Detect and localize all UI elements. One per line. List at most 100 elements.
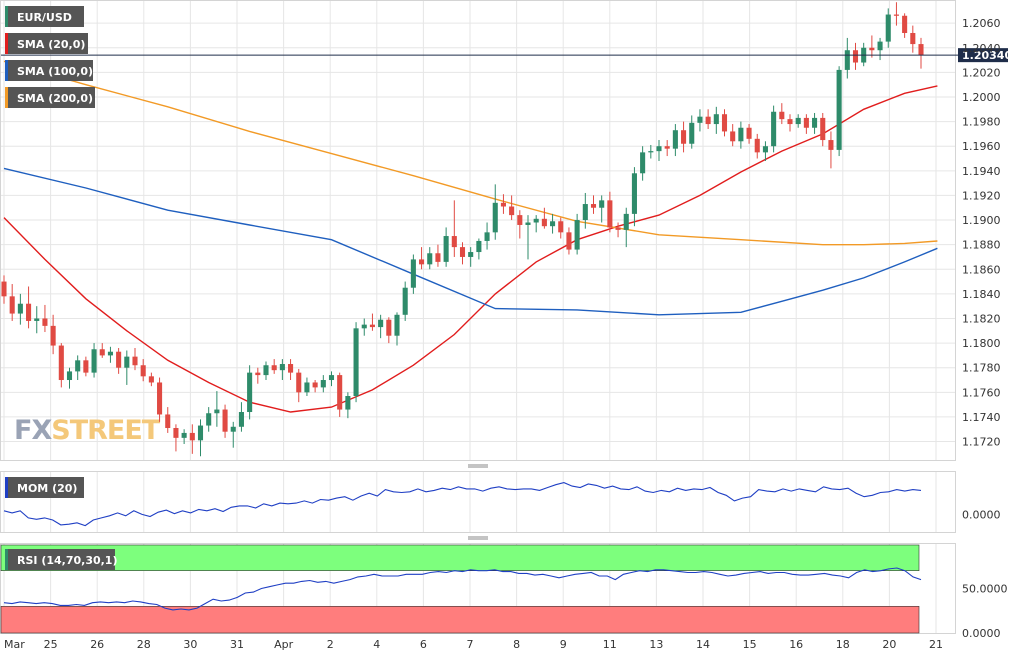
candle	[181, 429, 187, 445]
sma100-tag[interactable]: SMA (100,0)	[5, 60, 93, 81]
candle	[762, 141, 768, 161]
candle-body	[75, 360, 81, 372]
candle	[99, 343, 105, 358]
rsi-overbought-zone	[0, 544, 920, 572]
time-tick-label: 9	[560, 638, 567, 651]
candle-body	[525, 222, 531, 225]
candle-body	[83, 360, 89, 373]
candle	[443, 227, 449, 267]
candle-body	[672, 130, 678, 149]
rsi-zones	[0, 544, 920, 634]
candle-body	[34, 318, 40, 321]
candle	[721, 109, 728, 137]
mom-tag-bg	[5, 477, 84, 498]
candle	[369, 313, 375, 331]
candle	[820, 112, 826, 147]
x-axis-labels: Mar 25 26 28 30 31 Apr 2 4 6 7 8 9 11 13 14 15 16 18 20 21	[4, 638, 943, 651]
price-tick-label: 1.1760	[962, 386, 1001, 399]
candle	[852, 42, 859, 70]
candle-body	[828, 140, 834, 150]
candle-body	[410, 259, 416, 288]
candle-body	[214, 409, 220, 414]
candle	[697, 109, 703, 132]
sma20-tag-label: SMA (20,0)	[17, 38, 85, 51]
rsi-tick-label: 0.0000	[962, 627, 1001, 640]
candle	[34, 306, 40, 334]
candle	[787, 114, 793, 132]
candle-body	[206, 413, 212, 426]
candle	[116, 348, 122, 374]
candle-body	[132, 356, 138, 366]
candle	[730, 124, 736, 147]
candle	[681, 121, 687, 153]
candle-body	[918, 44, 924, 56]
time-tick-label: 11	[603, 638, 617, 651]
candle-body	[419, 259, 425, 265]
current-price-line: 1.20340	[1, 48, 1012, 63]
candle-body	[631, 173, 637, 214]
sma20-tag[interactable]: SMA (20,0)	[5, 33, 88, 54]
candle	[230, 421, 236, 448]
candle-body	[337, 375, 343, 410]
rsi-series	[3, 567, 922, 611]
time-tick-label: 26	[90, 638, 104, 651]
candle	[394, 312, 400, 346]
time-tick-label: 28	[137, 638, 151, 651]
candle	[247, 365, 253, 420]
candle-body	[893, 14, 899, 16]
sma200-tag-accent	[5, 87, 8, 108]
candle	[640, 146, 646, 181]
candle-body	[345, 396, 351, 410]
candle-body	[820, 117, 826, 141]
time-tick-label: 30	[183, 638, 197, 651]
candle-body	[288, 364, 294, 373]
symbol-tag-accent	[5, 6, 8, 27]
candle-body	[369, 324, 375, 328]
sma200-tag[interactable]: SMA (200,0)	[5, 87, 95, 108]
candle	[337, 372, 343, 417]
sma100-tag-accent	[5, 60, 8, 81]
candle-body	[771, 111, 777, 147]
candle	[468, 247, 474, 267]
candle	[304, 377, 310, 397]
sma-lines	[3, 60, 938, 413]
candle	[893, 2, 899, 26]
watermark-street: STREET	[51, 415, 161, 446]
candle-body	[189, 432, 195, 441]
price-tick-label: 1.1840	[962, 288, 1001, 301]
candle-body	[230, 426, 236, 432]
candle	[50, 314, 56, 355]
sma200-tag-bg	[5, 87, 95, 108]
price-tick-label: 1.1800	[962, 337, 1001, 350]
candle	[803, 114, 809, 134]
candle-body	[795, 117, 801, 125]
candle	[83, 356, 89, 377]
candle	[9, 284, 15, 321]
rsi-tag[interactable]: RSI (14,70,30,1)	[5, 549, 117, 570]
mom-tag[interactable]: MOM (20)	[5, 477, 84, 498]
price-tick-label: 1.1920	[962, 189, 1001, 202]
candle	[558, 217, 564, 239]
rsi-oversold-zone	[0, 605, 920, 634]
candle	[672, 124, 678, 157]
candle-body	[451, 236, 457, 248]
candle	[492, 184, 498, 240]
candle-body	[140, 365, 146, 377]
price-tick-label: 1.1880	[962, 239, 1001, 252]
candle-body	[885, 14, 891, 42]
panel-resize-handle[interactable]	[468, 536, 488, 540]
price-tick-label: 1.2040	[962, 42, 1001, 55]
rsi-tag-accent	[5, 549, 8, 570]
candle-body	[607, 200, 613, 228]
time-tick-label: Apr	[274, 638, 294, 651]
candle	[509, 195, 515, 221]
candle	[885, 8, 891, 48]
candle	[214, 391, 220, 427]
time-tick-label: Mar	[4, 638, 25, 651]
candle	[869, 35, 875, 58]
symbol-tag[interactable]: EUR/USD	[5, 6, 84, 27]
candle-body	[255, 372, 261, 376]
panel-resize-handle[interactable]	[468, 464, 488, 468]
candle	[42, 304, 48, 333]
time-tick-label: 7	[467, 638, 474, 651]
